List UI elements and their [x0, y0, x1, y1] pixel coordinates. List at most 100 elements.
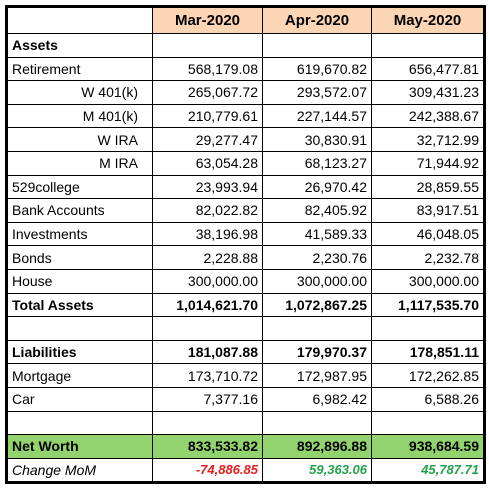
table-row: Mortgage 173,710.72 172,987.95 172,262.85: [6, 363, 485, 388]
value-cell: 82,405.92: [262, 198, 372, 223]
value-cell: 23,993.94: [152, 174, 263, 200]
row-label: Bonds: [6, 245, 153, 270]
value-cell: 6,982.42: [262, 386, 372, 412]
row-label: Change MoM: [6, 457, 153, 484]
value-cell: 181,087.88: [152, 339, 263, 365]
value-cell: 172,262.85: [371, 363, 485, 388]
table-row: [6, 410, 485, 436]
value-cell: 30,830.91: [262, 127, 372, 152]
header-cell: Apr-2020: [262, 6, 372, 34]
table-row: Change MoM -74,886.85 59,363.06 45,787.71: [6, 457, 485, 484]
value-cell: 300,000.00: [371, 268, 485, 294]
table-row: Investments 38,196.98 41,589.33 46,048.05: [6, 221, 485, 247]
empty-cell: [371, 410, 485, 436]
row-label: Mortgage: [6, 363, 153, 388]
value-cell: 938,684.59: [371, 434, 485, 459]
value-cell: 656,477.81: [371, 56, 485, 82]
value-cell: 2,228.88: [152, 245, 263, 270]
row-label: Liabilities: [6, 339, 153, 365]
table-row: Bank Accounts 82,022.82 82,405.92 83,917.51: [6, 198, 485, 223]
table-row: Bonds 2,228.88 2,230.76 2,232.78: [6, 245, 485, 270]
value-cell: 38,196.98: [152, 221, 263, 247]
table-row: W 401(k) 265,067.72 293,572.07 309,431.23: [6, 80, 485, 105]
value-cell: 45,787.71: [371, 457, 485, 484]
value-cell: 32,712.99: [371, 127, 485, 152]
value-cell: 173,710.72: [152, 363, 263, 388]
row-label: Retirement: [6, 56, 153, 82]
empty-cell: [262, 410, 372, 436]
row-label: M IRA: [6, 150, 153, 176]
table-row: [6, 316, 485, 341]
value-cell: 179,970.37: [262, 339, 372, 365]
value-cell: 2,232.78: [371, 245, 485, 270]
table-row: House 300,000.00 300,000.00 300,000.00: [6, 268, 485, 294]
header-cell: May-2020: [371, 6, 485, 34]
value-cell: 242,388.67: [371, 103, 485, 129]
value-cell: 2,230.76: [262, 245, 372, 270]
table-row: Retirement 568,179.08 619,670.82 656,477.81: [6, 56, 485, 82]
row-label: Investments: [6, 221, 153, 247]
table-row: Assets: [6, 33, 485, 58]
empty-cell: [152, 33, 263, 58]
value-cell: 892,896.88: [262, 434, 372, 459]
empty-cell: [6, 316, 153, 341]
empty-cell: [152, 316, 263, 341]
table-row: M 401(k) 210,779.61 227,144.57 242,388.67: [6, 103, 485, 129]
value-cell: 26,970.42: [262, 174, 372, 200]
row-label: W IRA: [6, 127, 153, 152]
value-cell: 63,054.28: [152, 150, 263, 176]
value-cell: 227,144.57: [262, 103, 372, 129]
value-cell: 619,670.82: [262, 56, 372, 82]
value-cell: 293,572.07: [262, 80, 372, 105]
value-cell: 833,533.82: [152, 434, 263, 459]
row-label: Bank Accounts: [6, 198, 153, 223]
value-cell: 172,987.95: [262, 363, 372, 388]
table-row: Total Assets 1,014,621.70 1,072,867.25 1,11…: [6, 292, 485, 318]
table-row: Liabilities 181,087.88 179,970.37 178,851.1…: [6, 339, 485, 365]
header-row: Mar-2020 Apr-2020 May-2020: [6, 6, 485, 34]
value-cell: 309,431.23: [371, 80, 485, 105]
value-cell: 59,363.06: [262, 457, 372, 484]
row-label: 529college: [6, 174, 153, 200]
empty-cell: [371, 316, 485, 341]
row-label: M 401(k): [6, 103, 153, 129]
net-worth-table: Mar-2020 Apr-2020 May-2020 Assets Retirement…: [5, 5, 486, 485]
value-cell: 82,022.82: [152, 198, 263, 223]
value-cell: 1,014,621.70: [152, 292, 263, 318]
value-cell: 29,277.47: [152, 127, 263, 152]
value-cell: 83,917.51: [371, 198, 485, 223]
value-cell: 41,589.33: [262, 221, 372, 247]
table-row: Car 7,377.16 6,982.42 6,588.26: [6, 386, 485, 412]
table-body: Mar-2020 Apr-2020 May-2020 Assets Retirement…: [6, 6, 485, 484]
empty-cell: [371, 33, 485, 58]
row-label: Assets: [6, 33, 153, 58]
value-cell: 71,944.92: [371, 150, 485, 176]
value-cell: 7,377.16: [152, 386, 263, 412]
value-cell: 46,048.05: [371, 221, 485, 247]
header-cell: Mar-2020: [152, 6, 263, 34]
value-cell: 6,588.26: [371, 386, 485, 412]
value-cell: 178,851.11: [371, 339, 485, 365]
row-label: Total Assets: [6, 292, 153, 318]
value-cell: 1,117,535.70: [371, 292, 485, 318]
value-cell: -74,886.85: [152, 457, 263, 484]
table-row: W IRA 29,277.47 30,830.91 32,712.99: [6, 127, 485, 152]
value-cell: 300,000.00: [152, 268, 263, 294]
table-row: 529college 23,993.94 26,970.42 28,859.55: [6, 174, 485, 200]
table-row: M IRA 63,054.28 68,123.27 71,944.92: [6, 150, 485, 176]
empty-cell: [6, 410, 153, 436]
empty-cell: [262, 316, 372, 341]
empty-cell: [262, 33, 372, 58]
row-label: Net Worth: [6, 434, 153, 459]
row-label: W 401(k): [6, 80, 153, 105]
row-label: Car: [6, 386, 153, 412]
value-cell: 568,179.08: [152, 56, 263, 82]
value-cell: 210,779.61: [152, 103, 263, 129]
empty-cell: [152, 410, 263, 436]
value-cell: 28,859.55: [371, 174, 485, 200]
header-cell: [6, 6, 153, 34]
value-cell: 1,072,867.25: [262, 292, 372, 318]
value-cell: 68,123.27: [262, 150, 372, 176]
value-cell: 265,067.72: [152, 80, 263, 105]
